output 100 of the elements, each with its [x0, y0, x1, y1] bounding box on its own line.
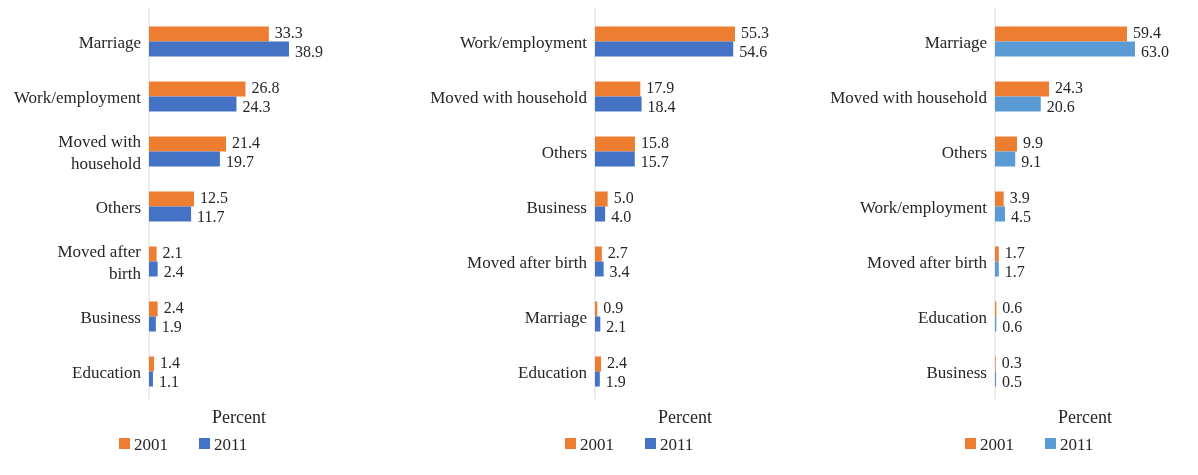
- data-label: 9.9: [1023, 133, 1043, 151]
- bar: [149, 96, 237, 112]
- bar: [595, 316, 601, 332]
- data-label: 1.9: [605, 372, 626, 390]
- y-tick-label: Work/employment: [859, 197, 988, 216]
- bar: [595, 206, 606, 222]
- data-label: 11.7: [197, 207, 225, 225]
- legend-label: 2001: [980, 434, 1014, 454]
- y-tick-label: Education: [72, 362, 142, 381]
- bar: [149, 81, 246, 97]
- data-label: 2.4: [163, 298, 184, 316]
- bar: [149, 356, 155, 372]
- data-label: 4.5: [1011, 207, 1031, 225]
- data-label: 19.7: [225, 152, 254, 170]
- y-tick-label: Business: [526, 197, 587, 216]
- y-tick-label: Marriage: [524, 307, 587, 326]
- bar: [149, 301, 158, 317]
- y-tick-label: Others: [941, 142, 987, 161]
- legend-label: 2011: [1060, 434, 1094, 454]
- data-label: 15.7: [640, 152, 669, 170]
- data-label: 0.5: [1002, 372, 1023, 390]
- x-axis-title: Percent: [658, 407, 712, 427]
- data-label: 1.7: [1004, 243, 1025, 261]
- y-tick-label: Work/employment: [13, 87, 142, 106]
- y-tick-label: Marriage: [78, 32, 141, 51]
- data-label: 20.6: [1046, 97, 1075, 115]
- y-tick-label: Others: [95, 197, 141, 216]
- y-tick-label: Moved with household: [430, 87, 588, 106]
- legend-label: 2011: [214, 434, 248, 454]
- y-tick-label: Moved after birth: [57, 241, 142, 282]
- legend-label: 2001: [580, 434, 614, 454]
- data-label: 2.7: [607, 243, 628, 261]
- data-label: 3.9: [1009, 188, 1030, 206]
- data-label: 24.3: [1055, 78, 1083, 96]
- bar: [149, 191, 194, 207]
- data-label: 21.4: [232, 133, 261, 151]
- bar: [595, 191, 608, 207]
- legend-label: 2011: [660, 434, 694, 454]
- data-label: 1.7: [1004, 262, 1025, 280]
- data-label: 15.8: [641, 133, 669, 151]
- data-label: 12.5: [199, 188, 228, 206]
- bar: [595, 151, 635, 167]
- data-label: 38.9: [295, 42, 323, 60]
- bar: [995, 26, 1127, 42]
- data-label: 4.0: [611, 207, 632, 225]
- data-label: 0.3: [1001, 353, 1022, 371]
- data-label: 2.1: [606, 317, 627, 335]
- y-tick-label: Business: [926, 362, 987, 381]
- bar: [149, 371, 153, 387]
- data-label: 63.0: [1141, 42, 1169, 60]
- x-axis-title: Percent: [212, 407, 266, 427]
- data-label: 0.6: [1002, 298, 1023, 316]
- data-label: 33.3: [274, 23, 303, 41]
- bar: [995, 151, 1016, 167]
- bar: [995, 246, 999, 262]
- bar: [995, 136, 1017, 152]
- data-label: 1.1: [158, 372, 179, 390]
- data-label: 9.1: [1021, 152, 1042, 170]
- data-label: 2.1: [162, 243, 183, 261]
- data-label: 59.4: [1133, 23, 1161, 41]
- data-label: 24.3: [242, 97, 271, 115]
- bar: [595, 26, 735, 42]
- bar: [149, 151, 220, 167]
- bar: [595, 261, 604, 277]
- data-label: 1.9: [161, 317, 182, 335]
- bar: [995, 41, 1135, 57]
- data-label: 3.4: [609, 262, 630, 280]
- data-label: 17.9: [646, 78, 675, 96]
- bar: [149, 246, 157, 262]
- bar: [995, 81, 1049, 97]
- bar: [995, 191, 1004, 207]
- legend-label: 2001: [134, 434, 168, 454]
- x-axis-title: Percent: [1058, 407, 1112, 427]
- data-label: 0.9: [603, 298, 624, 316]
- bar: [149, 41, 289, 57]
- bar: [595, 96, 642, 112]
- data-label: 2.4: [607, 353, 628, 371]
- bar: [149, 261, 158, 277]
- bar: [595, 246, 602, 262]
- y-tick-label: Moved after birth: [867, 252, 988, 271]
- bar: [995, 96, 1041, 112]
- bar: [149, 316, 156, 332]
- bar: [595, 356, 602, 372]
- bar: [595, 41, 734, 57]
- bar: [595, 136, 635, 152]
- y-tick-label: Work/employment: [459, 32, 588, 51]
- y-tick-label: Moved with household: [58, 131, 142, 172]
- bar: [995, 206, 1005, 222]
- y-tick-label: Marriage: [924, 32, 987, 51]
- data-label: 18.4: [647, 97, 676, 115]
- data-label: 55.3: [741, 23, 769, 41]
- data-label: 2.4: [163, 262, 184, 280]
- data-label: 0.6: [1002, 317, 1023, 335]
- data-label: 54.6: [739, 42, 768, 60]
- bar: [149, 26, 269, 42]
- bar: [995, 261, 999, 277]
- data-label: 1.4: [160, 353, 181, 371]
- data-label: 5.0: [613, 188, 634, 206]
- y-tick-label: Moved with household: [830, 87, 988, 106]
- y-tick-label: Moved after birth: [467, 252, 588, 271]
